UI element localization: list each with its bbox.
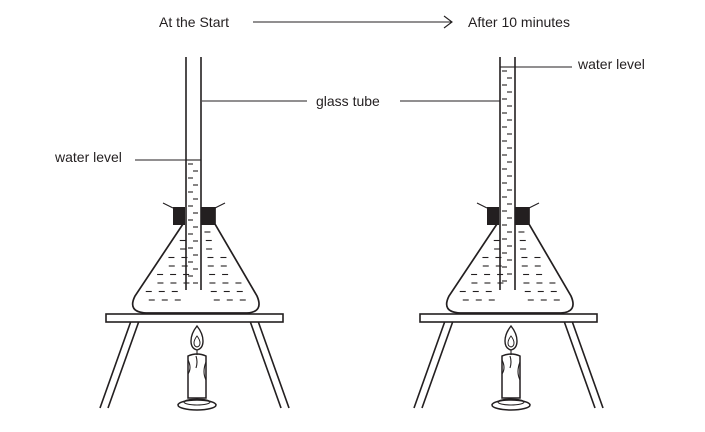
stand-leg-left [99, 320, 132, 409]
stand-leg-right [257, 320, 290, 409]
start-label: At the Start [159, 14, 229, 30]
stopper-lip-right [214, 202, 226, 209]
stand-leg-right-inner [563, 320, 596, 409]
apparatus-start [99, 57, 290, 411]
glass-tube-label: glass tube [316, 93, 380, 109]
candle-dish-inner [183, 398, 211, 406]
flame-inner-icon [193, 335, 201, 348]
stopper-lip-left [476, 202, 488, 209]
candle-drip-mid [195, 355, 198, 369]
stand-plate [419, 313, 598, 323]
stopper-right [515, 207, 529, 225]
stand-leg-right [571, 320, 604, 409]
stand-leg-left [413, 320, 446, 409]
stand-leg-left-inner [107, 320, 140, 409]
arrow-right-icon [253, 15, 453, 29]
flame-icon [190, 324, 204, 351]
candle-body [187, 353, 207, 399]
flame-icon [504, 324, 518, 351]
stopper-left [487, 207, 499, 225]
stand-leg-right-inner [249, 320, 282, 409]
candle-icon [177, 324, 217, 411]
tube-water [502, 70, 512, 282]
flask-water [459, 231, 560, 301]
stand-leg-left-inner [421, 320, 454, 409]
candle-icon [491, 324, 531, 411]
tube-water [188, 163, 198, 284]
candle-drip-right [517, 361, 521, 381]
conical-flask [131, 207, 260, 314]
apparatus-end [413, 57, 604, 411]
candle-drip-right [203, 361, 207, 381]
candle-drip-left [187, 359, 191, 375]
flame-inner-icon [507, 335, 515, 348]
stopper-left [173, 207, 185, 225]
stopper-lip-right [528, 202, 540, 209]
stopper-right [201, 207, 215, 225]
candle-dish-inner [497, 398, 525, 406]
stopper-lip-left [162, 202, 174, 209]
water-level-end-label: water level [577, 56, 645, 72]
flask-water [145, 231, 246, 301]
stand-plate [105, 313, 284, 323]
candle-drip-mid [509, 355, 512, 369]
water-level-start-label: water level [54, 149, 122, 165]
candle-body [501, 353, 521, 399]
end-label: After 10 minutes [468, 14, 570, 30]
candle-drip-left [501, 359, 505, 375]
